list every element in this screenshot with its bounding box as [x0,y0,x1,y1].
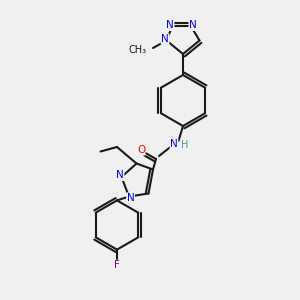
Text: CH₃: CH₃ [128,45,146,56]
Text: N: N [166,20,174,31]
Text: F: F [114,260,120,270]
Text: N: N [116,170,124,181]
Text: H: H [181,140,188,151]
Text: N: N [127,193,134,203]
Text: N: N [161,34,169,44]
Text: N: N [170,139,178,149]
Text: N: N [189,20,197,31]
Text: O: O [137,145,145,155]
